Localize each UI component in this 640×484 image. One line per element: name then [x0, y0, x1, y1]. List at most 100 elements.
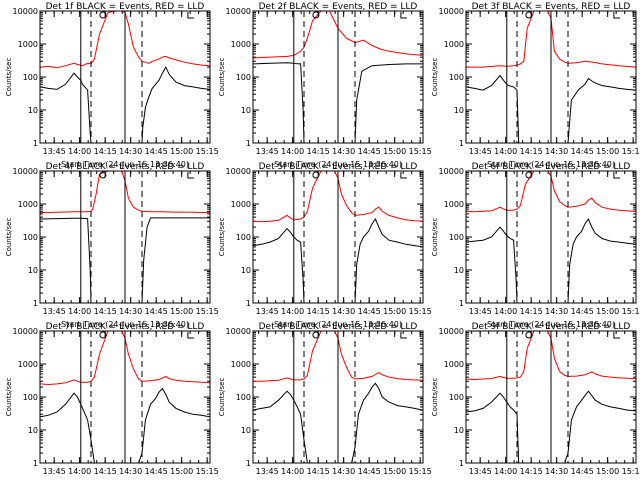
- panel-title: Det 5f BLACK = Events, RED = LLD: [259, 162, 418, 172]
- x-tick-label: 14:30: [332, 307, 355, 316]
- series-line-events: [253, 217, 423, 303]
- x-tick-label: 15:00: [170, 147, 193, 156]
- y-axis-label: Counts/sec: [5, 218, 13, 257]
- x-axis-label: Start Time (24-Jun-15 13:36:40): [487, 160, 615, 169]
- y-tick-label: 10: [454, 106, 464, 115]
- x-tick-label: 15:15: [409, 147, 432, 156]
- y-tick-label: 1: [459, 139, 464, 148]
- x-tick-label: 14:00: [68, 147, 91, 156]
- top-circle-symbol: [99, 331, 107, 339]
- series-line-lld: [466, 331, 636, 381]
- y-tick-label: 100: [449, 393, 464, 402]
- panel-det-5: Det 5f BLACK = Events, RED = LLD Counts/s…: [218, 162, 432, 329]
- y-tick-label: 100: [23, 73, 38, 82]
- x-tick-label: 14:15: [94, 467, 117, 476]
- x-tick-label: 13:45: [469, 147, 492, 156]
- plot-frame: [39, 170, 211, 304]
- x-tick-label: 14:45: [571, 147, 594, 156]
- y-tick-label: 1: [246, 459, 251, 468]
- x-tick-label: 14:15: [307, 307, 330, 316]
- y-tick-label: 1: [459, 459, 464, 468]
- x-tick-label: 14:30: [545, 307, 568, 316]
- y-tick-label: 100: [236, 233, 251, 242]
- x-tick-label: 14:00: [281, 307, 304, 316]
- y-tick-label: 1000: [231, 40, 251, 49]
- top-circle-symbol: [525, 171, 533, 179]
- x-tick-label: 15:00: [596, 307, 619, 316]
- x-tick-label: 14:30: [545, 467, 568, 476]
- y-tick-label: 10000: [13, 327, 38, 336]
- x-tick-label: 13:45: [43, 307, 66, 316]
- panel-title: Det 4f BLACK = Events, RED = LLD: [46, 162, 205, 172]
- x-tick-label: 14:00: [68, 467, 91, 476]
- panel-det-7: Det 7f BLACK = Events, RED = LLD Counts/s…: [5, 322, 219, 484]
- y-tick-label: 1: [33, 459, 38, 468]
- top-circle-symbol: [99, 11, 107, 19]
- y-tick-label: 10: [28, 426, 38, 435]
- y-tick-label: 1000: [231, 360, 251, 369]
- panel-det-3: Det 3f BLACK = Events, RED = LLD Counts/s…: [431, 2, 640, 169]
- y-axis-label: Counts/sec: [218, 378, 226, 417]
- x-tick-label: 14:45: [145, 147, 168, 156]
- y-tick-label: 1: [246, 139, 251, 148]
- y-axis-label: Counts/sec: [5, 58, 13, 97]
- y-tick-label: 10: [241, 426, 251, 435]
- series-line-events: [253, 382, 423, 463]
- series-line-lld: [466, 11, 636, 68]
- y-axis-label: Counts/sec: [431, 378, 439, 417]
- x-tick-label: 15:00: [170, 307, 193, 316]
- x-tick-label: 14:00: [68, 307, 91, 316]
- y-tick-label: 1: [246, 299, 251, 308]
- y-tick-label: 100: [23, 233, 38, 242]
- panel-title: Det 9f BLACK = Events, RED = LLD: [472, 322, 631, 332]
- y-tick-label: 10: [454, 266, 464, 275]
- x-axis-label: Start Time (24-Jun-15 13:36:40): [274, 160, 402, 169]
- top-corner-symbol: [400, 172, 407, 179]
- top-circle-symbol: [312, 331, 320, 339]
- x-tick-label: 14:30: [119, 307, 142, 316]
- x-tick-label: 15:00: [596, 147, 619, 156]
- x-tick-label: 14:45: [358, 147, 381, 156]
- top-corner-symbol: [613, 172, 620, 179]
- x-tick-label: 13:45: [256, 147, 279, 156]
- y-tick-label: 1: [33, 299, 38, 308]
- y-tick-label: 100: [236, 393, 251, 402]
- x-tick-label: 14:30: [332, 147, 355, 156]
- y-tick-label: 100: [449, 73, 464, 82]
- panel-det-6: Det 6f BLACK = Events, RED = LLD Counts/s…: [431, 162, 640, 329]
- y-tick-label: 1000: [444, 40, 464, 49]
- y-tick-label: 1000: [231, 200, 251, 209]
- y-tick-label: 1000: [18, 40, 38, 49]
- plot-frame: [465, 170, 637, 304]
- x-tick-label: 14:45: [145, 467, 168, 476]
- x-tick-label: 13:45: [469, 307, 492, 316]
- top-corner-symbol: [400, 12, 407, 19]
- x-tick-label: 14:15: [520, 147, 543, 156]
- x-tick-label: 15:15: [622, 307, 640, 316]
- x-tick-label: 14:30: [545, 147, 568, 156]
- x-tick-label: 14:00: [494, 467, 517, 476]
- y-tick-label: 10: [454, 426, 464, 435]
- y-tick-label: 10: [28, 266, 38, 275]
- y-tick-label: 100: [449, 233, 464, 242]
- x-tick-label: 15:15: [409, 307, 432, 316]
- y-tick-label: 10000: [439, 7, 464, 16]
- x-tick-label: 14:45: [571, 307, 594, 316]
- x-tick-label: 14:15: [307, 147, 330, 156]
- panel-title: Det 1f BLACK = Events, RED = LLD: [46, 2, 205, 12]
- top-corner-symbol: [613, 12, 620, 19]
- x-tick-label: 14:15: [94, 307, 117, 316]
- x-tick-label: 14:45: [145, 307, 168, 316]
- x-tick-label: 14:45: [358, 467, 381, 476]
- x-tick-label: 14:00: [281, 147, 304, 156]
- series-line-events: [466, 217, 636, 303]
- top-circle-symbol: [312, 171, 320, 179]
- y-tick-label: 100: [236, 73, 251, 82]
- plot-frame: [252, 330, 424, 464]
- panel-det-4: Det 4f BLACK = Events, RED = LLD Counts/s…: [5, 162, 219, 329]
- x-tick-label: 15:00: [383, 147, 406, 156]
- y-axis-label: Counts/sec: [431, 218, 439, 257]
- x-tick-label: 15:15: [622, 147, 640, 156]
- y-tick-label: 10000: [439, 327, 464, 336]
